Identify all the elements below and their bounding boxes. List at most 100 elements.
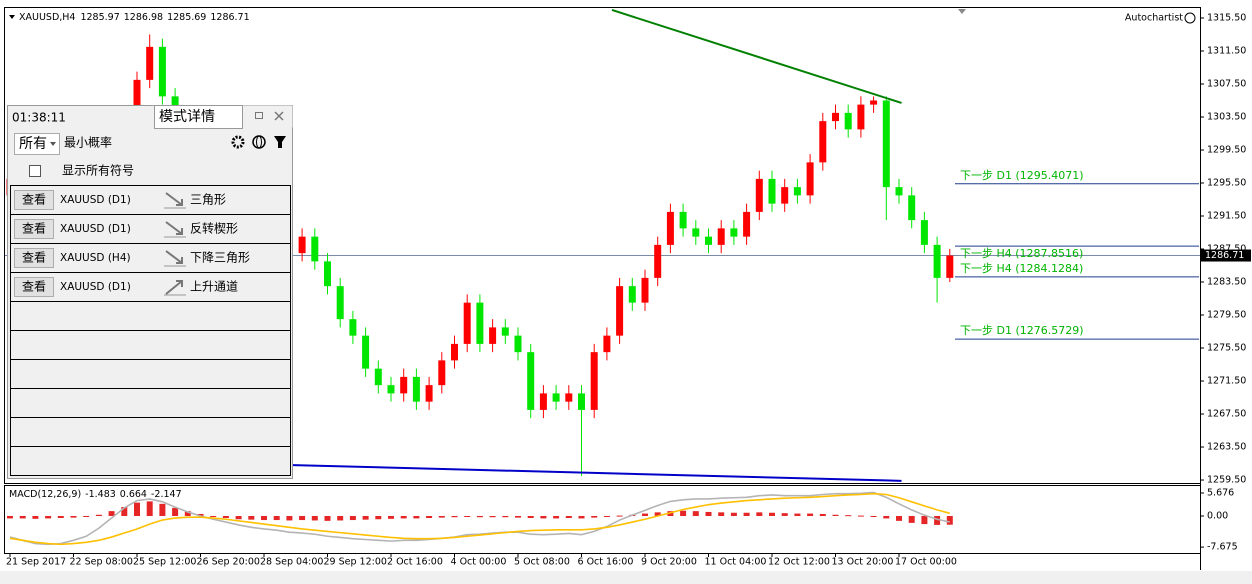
candle-body [819, 121, 827, 163]
candle-body [362, 335, 370, 369]
y-tick-label: 1267.50 [1207, 409, 1246, 420]
candle-body [730, 228, 738, 237]
view-button[interactable] [14, 277, 54, 297]
candle-body [616, 286, 624, 336]
view-button-label: 查看 [22, 280, 46, 294]
y-tick-label: 1295.50 [1207, 178, 1246, 189]
candle-body [870, 100, 878, 105]
macd-histogram-bar [95, 514, 102, 516]
macd-histogram-bar [362, 515, 369, 520]
macd-value: 0.664 [120, 489, 147, 500]
show-all-label: 显示所有符号 [62, 163, 134, 178]
macd-histogram-bar [248, 515, 255, 520]
y-tick-label: 1299.50 [1207, 144, 1246, 155]
tab-title: 模式详情 [159, 109, 215, 125]
filter-icon[interactable] [274, 136, 286, 148]
candle-body [806, 162, 814, 196]
candle-body [374, 368, 382, 386]
candle-body [565, 393, 573, 402]
y-tick-label: 1287.50 [1207, 244, 1246, 255]
y-tick-label: 1311.50 [1207, 45, 1246, 56]
float-button[interactable] [255, 112, 263, 119]
candle-body [514, 335, 522, 353]
macd-histogram-bar [413, 515, 420, 519]
tab[interactable] [154, 105, 243, 129]
macd-histogram-bar [807, 513, 814, 516]
y-tick-label: 1291.50 [1207, 211, 1246, 222]
symbol-label: XAUUSD (D1) [60, 194, 131, 206]
macd-histogram-bar [286, 515, 293, 521]
show-all-checkbox[interactable] [29, 165, 41, 177]
candle-body [412, 376, 420, 402]
macd-histogram-bar [883, 515, 890, 519]
close-button[interactable] [274, 111, 284, 121]
symbol-label: XAUUSD (D1) [60, 281, 131, 293]
level-label: 下一步 D1 (1295.4071) [960, 169, 1084, 182]
candle-body [133, 79, 141, 130]
macd-histogram-bar [426, 515, 433, 519]
table-row [10, 330, 291, 360]
macd-histogram-bar [222, 515, 229, 519]
macd-histogram-bar [934, 515, 941, 525]
macd-histogram-bar [591, 515, 598, 518]
chart-layer: 1315.50 1311.50 1307.50 1303.50 1299.50 1295.… [5, 9, 1251, 568]
view-button[interactable] [14, 248, 54, 268]
macd-histogram-bar [121, 507, 128, 516]
candle-body [743, 211, 751, 237]
min-probability-label: 最小概率 [64, 135, 112, 150]
candle-body [349, 319, 357, 336]
candle-body [666, 211, 674, 245]
level-label: 下一步 H4 (1287.8516) [960, 247, 1083, 260]
candle-body [857, 104, 865, 130]
view-button-label: 查看 [22, 222, 46, 236]
candle-body [768, 178, 776, 204]
candle-body [146, 46, 154, 80]
macd-histogram-bar [311, 515, 318, 521]
table-row [10, 417, 291, 447]
pattern-name: 反转楔形 [190, 221, 238, 236]
pattern-icon [165, 280, 183, 295]
candle-body [539, 393, 547, 410]
macd-histogram-bar [172, 507, 179, 516]
candle-body [641, 277, 649, 303]
macd-histogram-bar [908, 515, 915, 523]
macd-histogram-bar [769, 512, 775, 516]
candle-body [552, 393, 560, 402]
candle-body [705, 236, 712, 245]
macd-histogram-bar [235, 515, 242, 520]
settings-icon[interactable] [231, 135, 245, 149]
macd-histogram-bar [108, 511, 115, 516]
y-tick-label: -7.675 [1207, 542, 1238, 553]
candle-body [882, 100, 890, 188]
pattern-icon [165, 221, 183, 235]
macd-histogram-bar [616, 515, 623, 517]
candle-body [920, 220, 928, 245]
macd-histogram-bar [515, 515, 521, 518]
pattern-name: 下降三角形 [190, 251, 250, 265]
view-button[interactable] [14, 219, 54, 239]
y-tick-label: 1275.50 [1207, 343, 1246, 354]
candle-body [590, 352, 598, 410]
macd-histogram-bar [489, 515, 496, 518]
y-tick-label: 1283.50 [1207, 277, 1246, 288]
macd-histogram-bar [680, 510, 687, 516]
shift-marker [958, 9, 966, 14]
macd-histogram-bar [184, 511, 191, 516]
x-tick-label: 28 Sep 04:00 [260, 557, 323, 568]
x-tick-label: 11 Oct 04:00 [705, 557, 767, 568]
macd-histogram-bar [502, 515, 509, 518]
current-price-box [1201, 249, 1251, 262]
macd-histogram-bar [210, 515, 217, 517]
autochartist-icon[interactable] [1184, 12, 1196, 24]
macd-histogram-bar [857, 515, 864, 517]
candle-body [451, 343, 458, 361]
filter-dropdown[interactable] [14, 133, 60, 155]
table-row [10, 359, 291, 389]
macd-histogram-bar [578, 515, 585, 519]
macd-histogram-bar [438, 515, 445, 518]
candle-body [489, 327, 497, 344]
pattern-panel: 模式详情 01:38:11 所有 最小概率 显示所有符号 查看 XAUUSD (D… [7, 105, 293, 479]
view-button[interactable] [14, 190, 54, 210]
candle-body [946, 255, 954, 278]
